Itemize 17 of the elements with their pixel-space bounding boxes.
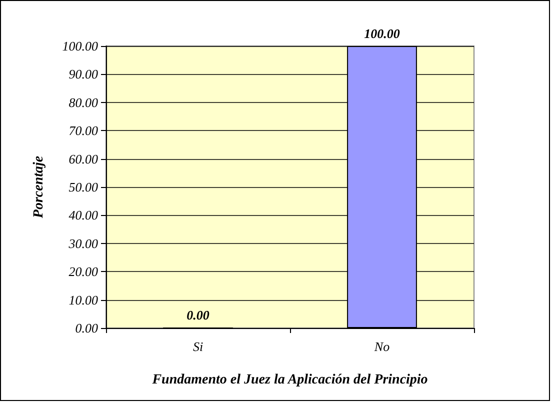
data-label: 100.00 — [364, 26, 400, 41]
y-axis-title: Porcentaje — [32, 156, 46, 218]
y-tick-label: 0.00 — [75, 320, 98, 336]
x-tick-label: No — [373, 339, 390, 354]
y-tick-label: 60.00 — [68, 151, 98, 166]
x-tick-label: Si — [192, 339, 204, 354]
y-tick-label: 100.00 — [62, 38, 98, 54]
y-tick-label: 70.00 — [68, 123, 98, 138]
y-tick-label: 40.00 — [68, 208, 98, 223]
data-label: 0.00 — [186, 308, 210, 322]
y-tick-label: 10.00 — [68, 292, 98, 308]
y-tick-label: 50.00 — [68, 180, 98, 194]
x-axis-title: Fundamento el Juez la Aplicación del Principio — [151, 372, 428, 388]
y-tick-label: 90.00 — [68, 66, 98, 82]
y-tick-label: 20.00 — [68, 264, 98, 280]
y-tick-label: 80.00 — [68, 94, 98, 110]
y-tick-label: 30.00 — [68, 236, 98, 251]
